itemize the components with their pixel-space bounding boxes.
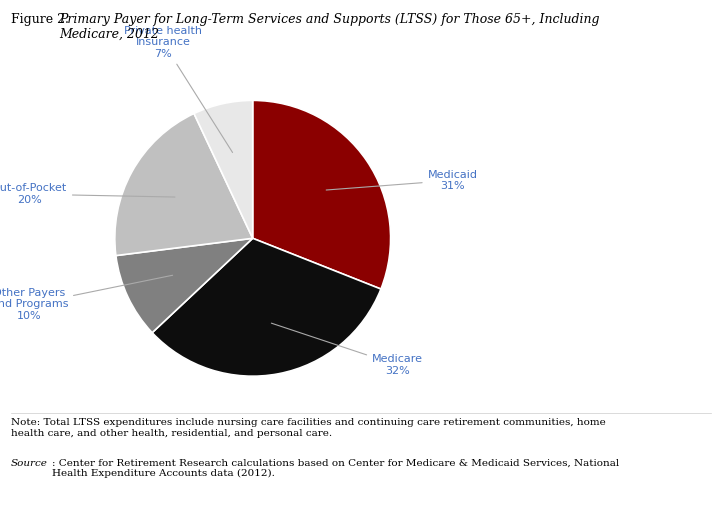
Wedge shape [194, 100, 253, 238]
Wedge shape [253, 100, 391, 289]
Text: : Center for Retirement Research calculations based on Center for Medicare & Med: : Center for Retirement Research calcula… [52, 459, 619, 479]
Text: Medicare
32%: Medicare 32% [271, 323, 423, 376]
Wedge shape [115, 114, 253, 256]
Text: Primary Payer for Long-Term Services and Supports (LTSS) for Those 65+, Includin: Primary Payer for Long-Term Services and… [59, 13, 600, 41]
Wedge shape [152, 238, 381, 376]
Wedge shape [116, 238, 253, 333]
Text: Note: Total LTSS expenditures include nursing care facilities and continuing car: Note: Total LTSS expenditures include nu… [11, 418, 606, 438]
Text: Private health
Insurance
7%: Private health Insurance 7% [124, 26, 232, 153]
Text: Figure 2.: Figure 2. [11, 13, 73, 26]
Text: Source: Source [11, 459, 48, 468]
Text: Other Payers
and Programs
10%: Other Payers and Programs 10% [0, 275, 173, 321]
Text: Out-of-Pocket
20%: Out-of-Pocket 20% [0, 184, 175, 205]
Text: Medicaid
31%: Medicaid 31% [326, 169, 478, 191]
